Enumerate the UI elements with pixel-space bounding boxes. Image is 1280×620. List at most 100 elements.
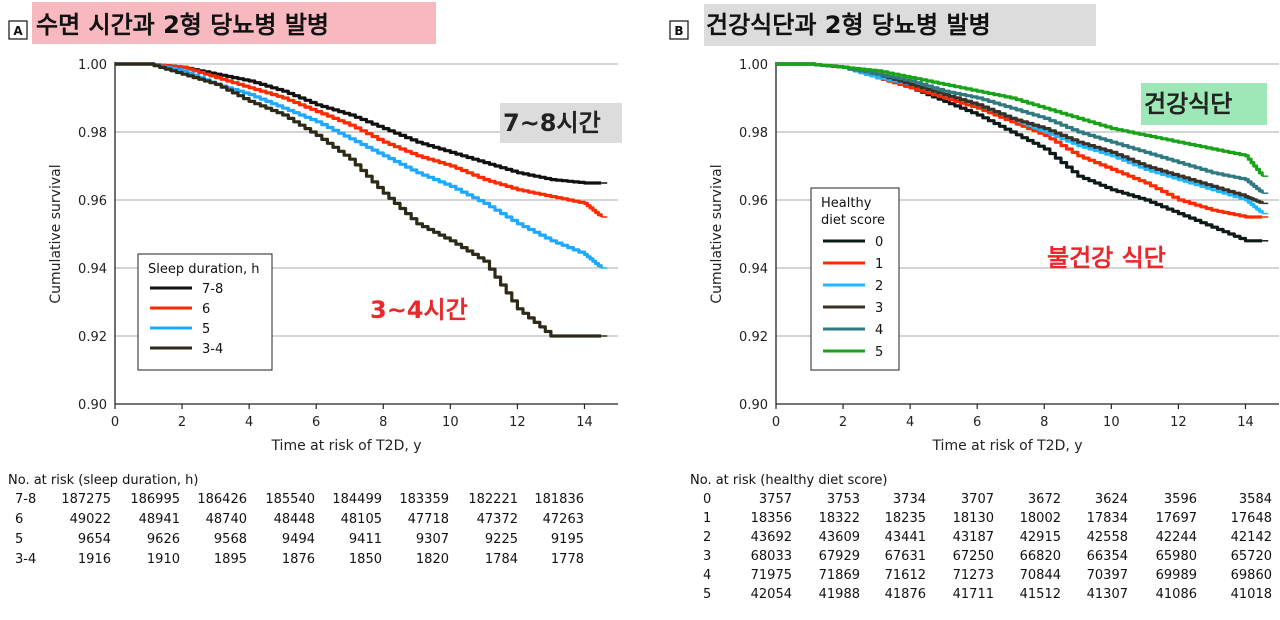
legend-label-7-8: 7-8 bbox=[202, 282, 223, 297]
legend-label-4: 4 bbox=[875, 323, 883, 338]
risk-row-label: 5 bbox=[703, 587, 711, 602]
x-tick-label: 8 bbox=[379, 415, 387, 430]
x-tick-label: 10 bbox=[442, 415, 459, 430]
legend-label-3: 3 bbox=[875, 301, 883, 316]
risk-cell: 67250 bbox=[953, 549, 994, 564]
legend-label-3-4: 3-4 bbox=[202, 342, 223, 357]
risk-cell: 1784 bbox=[485, 552, 518, 567]
series-line-4 bbox=[776, 62, 1264, 194]
risk-cell: 43692 bbox=[751, 530, 792, 545]
x-tick-label: 6 bbox=[312, 415, 320, 430]
risk-cell: 41711 bbox=[953, 587, 994, 602]
legend-box bbox=[137, 253, 273, 371]
risk-cell: 18356 bbox=[751, 511, 792, 526]
y-axis-label: Cumulative survival bbox=[709, 164, 725, 303]
x-tick-label: 14 bbox=[1237, 415, 1254, 430]
panel-label: B bbox=[674, 24, 683, 38]
risk-cell: 1916 bbox=[78, 552, 111, 567]
legend-title: Sleep duration, h bbox=[148, 262, 259, 277]
risk-cell: 1895 bbox=[214, 552, 247, 567]
risk-cell: 71273 bbox=[953, 568, 994, 583]
risk-cell: 65980 bbox=[1156, 549, 1197, 564]
risk-cell: 184499 bbox=[332, 492, 382, 507]
risk-cell: 185540 bbox=[265, 492, 315, 507]
risk-cell: 1778 bbox=[551, 552, 584, 567]
risk-cell: 3753 bbox=[827, 492, 860, 507]
series-line-3-4 bbox=[115, 62, 602, 338]
x-axis-label: Time at risk of T2D, y bbox=[270, 438, 421, 454]
risk-cell: 48105 bbox=[341, 512, 382, 527]
risk-row-label: 3 bbox=[703, 549, 711, 564]
risk-row-label: 5 bbox=[15, 532, 23, 547]
risk-cell: 41512 bbox=[1020, 587, 1061, 602]
risk-cell: 187275 bbox=[61, 492, 111, 507]
risk-cell: 41018 bbox=[1231, 587, 1272, 602]
risk-cell: 70844 bbox=[1020, 568, 1061, 583]
risk-cell: 182221 bbox=[468, 492, 518, 507]
risk-cell: 42558 bbox=[1087, 530, 1128, 545]
risk-cell: 9225 bbox=[485, 532, 518, 547]
risk-cell: 47263 bbox=[543, 512, 584, 527]
panel-label-box bbox=[8, 20, 28, 40]
risk-row-label: 7-8 bbox=[15, 492, 36, 507]
risk-cell: 43187 bbox=[953, 530, 994, 545]
legend-box bbox=[810, 187, 900, 371]
risk-cell: 41988 bbox=[819, 587, 860, 602]
x-tick-label: 4 bbox=[245, 415, 253, 430]
risk-cell: 42915 bbox=[1020, 530, 1061, 545]
y-tick-label: 0.90 bbox=[739, 398, 768, 413]
panel-label-box bbox=[669, 20, 689, 40]
y-tick-label: 0.98 bbox=[78, 126, 107, 141]
risk-cell: 1910 bbox=[147, 552, 180, 567]
y-axis-label: Cumulative survival bbox=[48, 164, 64, 303]
risk-cell: 9626 bbox=[147, 532, 180, 547]
risk-cell: 71869 bbox=[819, 568, 860, 583]
legend-title: Healthy bbox=[821, 196, 872, 211]
risk-cell: 67631 bbox=[885, 549, 926, 564]
x-axis-label: Time at risk of T2D, y bbox=[931, 438, 1082, 454]
risk-cell: 67929 bbox=[819, 549, 860, 564]
risk-cell: 69989 bbox=[1156, 568, 1197, 583]
risk-cell: 41307 bbox=[1087, 587, 1128, 602]
risk-cell: 70397 bbox=[1087, 568, 1128, 583]
annotation-lower: 불건강 식단 bbox=[1047, 244, 1166, 272]
legend-label-6: 6 bbox=[202, 302, 210, 317]
risk-cell: 47718 bbox=[408, 512, 449, 527]
risk-cell: 18002 bbox=[1020, 511, 1061, 526]
x-tick-label: 0 bbox=[772, 415, 780, 430]
risk-cell: 17834 bbox=[1087, 511, 1128, 526]
y-tick-label: 0.94 bbox=[739, 262, 768, 277]
risk-cell: 17697 bbox=[1156, 511, 1197, 526]
x-tick-label: 8 bbox=[1040, 415, 1048, 430]
risk-row-label: 4 bbox=[703, 568, 711, 583]
panel-title: 건강식단과 2형 당뇨병 발병 bbox=[706, 11, 991, 39]
x-tick-label: 14 bbox=[576, 415, 593, 430]
series-line-5 bbox=[776, 62, 1264, 177]
y-tick-label: 0.96 bbox=[739, 194, 768, 209]
risk-row-label: 1 bbox=[703, 511, 711, 526]
risk-cell: 3596 bbox=[1164, 492, 1197, 507]
risk-cell: 3734 bbox=[893, 492, 926, 507]
annotation-lower: 3~4시간 bbox=[370, 296, 468, 324]
x-tick-label: 10 bbox=[1103, 415, 1120, 430]
risk-row-label: 3-4 bbox=[15, 552, 36, 567]
risk-cell: 3757 bbox=[759, 492, 792, 507]
y-tick-label: 0.92 bbox=[78, 330, 107, 345]
series-line-6 bbox=[115, 62, 603, 217]
x-tick-label: 2 bbox=[839, 415, 847, 430]
legend-label-1: 1 bbox=[875, 257, 883, 272]
risk-cell: 17648 bbox=[1231, 511, 1272, 526]
annotation-upper: 7~8시간 bbox=[503, 109, 601, 137]
risk-row-label: 2 bbox=[703, 530, 711, 545]
risk-cell: 9195 bbox=[551, 532, 584, 547]
risk-cell: 18130 bbox=[953, 511, 994, 526]
legend-label-0: 0 bbox=[875, 235, 883, 250]
risk-cell: 183359 bbox=[399, 492, 449, 507]
risk-cell: 1820 bbox=[416, 552, 449, 567]
risk-cell: 3672 bbox=[1028, 492, 1061, 507]
risk-cell: 3584 bbox=[1239, 492, 1272, 507]
risk-row-label: 0 bbox=[703, 492, 711, 507]
legend-label-5: 5 bbox=[875, 345, 883, 360]
risk-cell: 65720 bbox=[1231, 549, 1272, 564]
